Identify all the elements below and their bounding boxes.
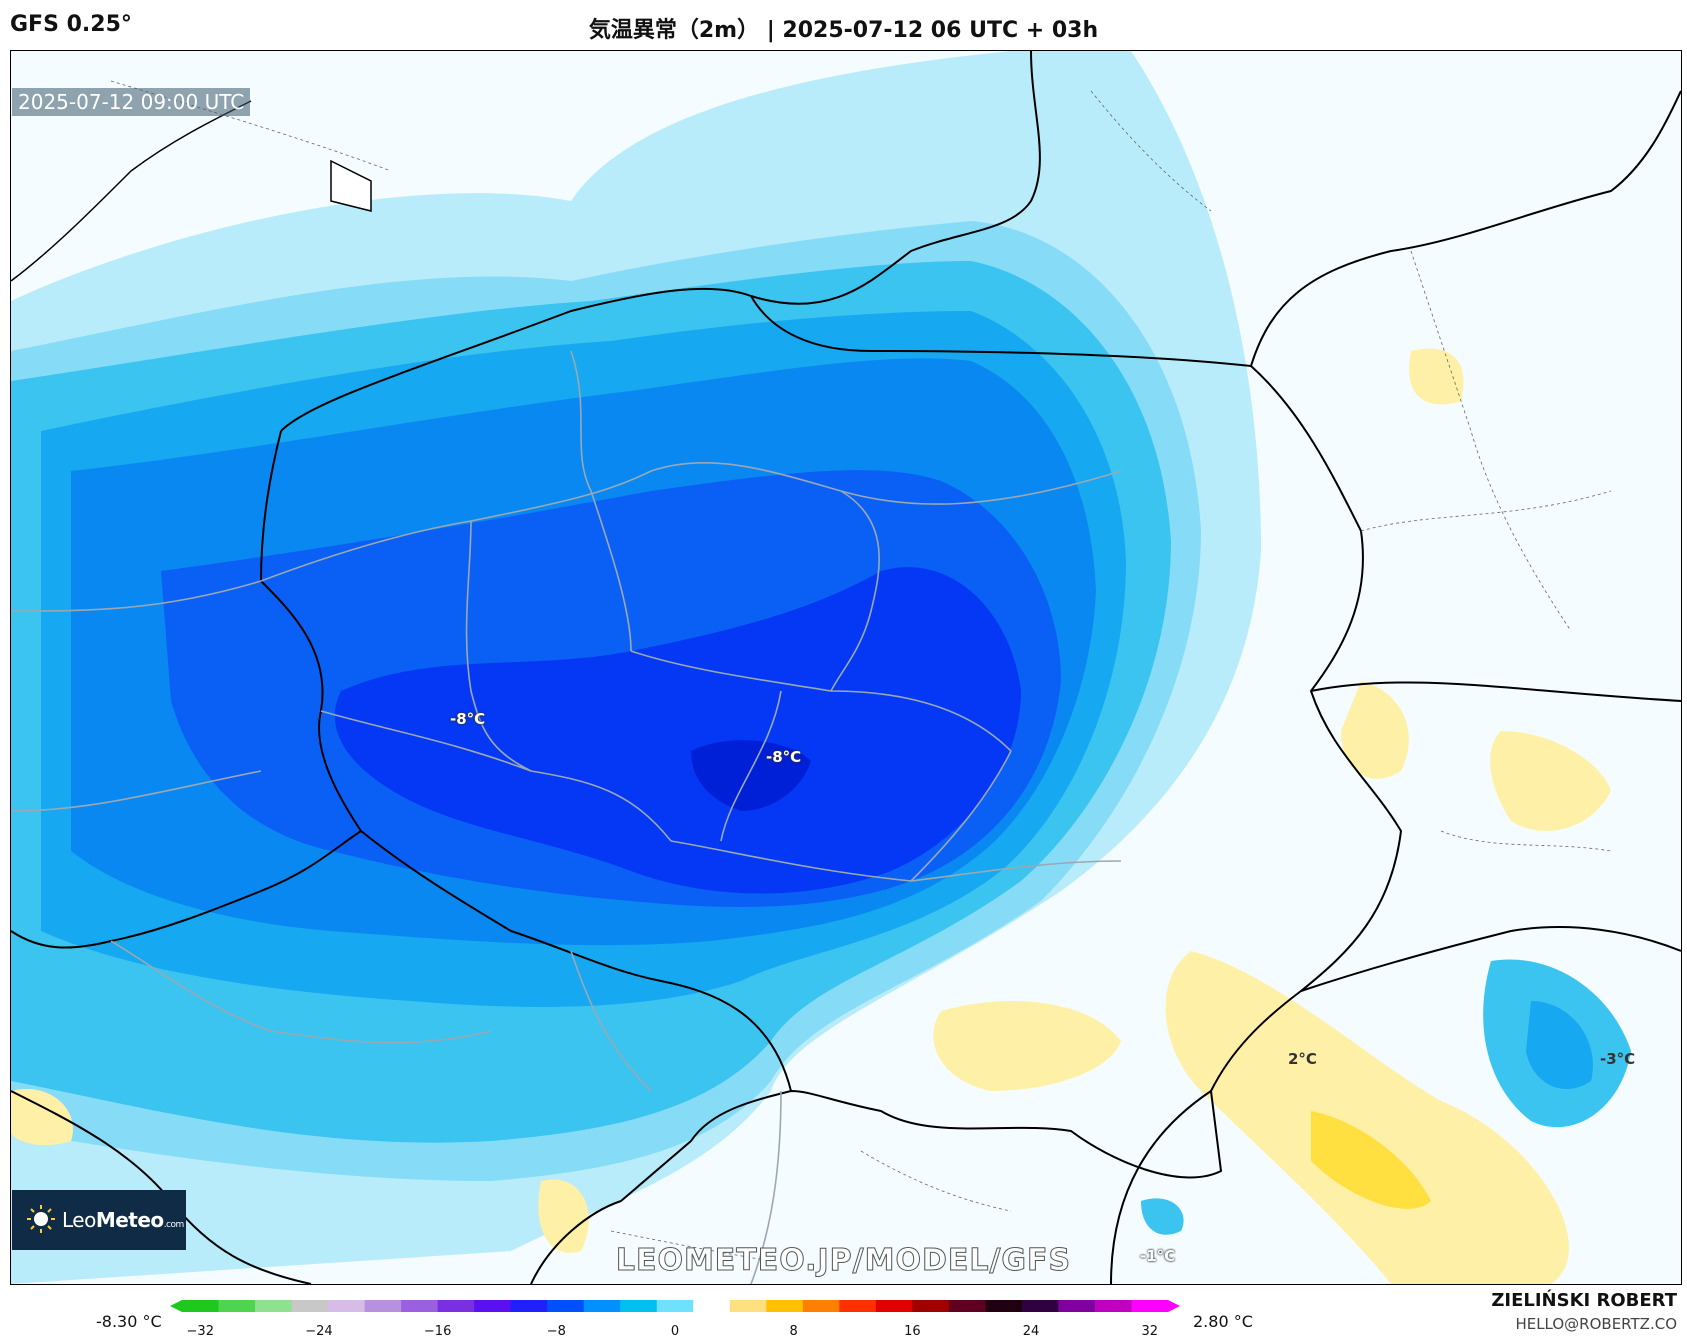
colorbar-tick-label: −24 <box>305 1324 333 1339</box>
colorbar-segment <box>1094 1300 1132 1312</box>
colorbar-tick-label: −16 <box>423 1324 452 1339</box>
colorbar-segment <box>401 1300 439 1312</box>
colorbar-segment <box>656 1300 694 1312</box>
contour-label: -1°C <box>1140 1247 1176 1265</box>
colorbar-tick-label: 8 <box>789 1324 798 1339</box>
leometeo-logo[interactable]: LeoMeteo.com <box>12 1190 186 1250</box>
map-canvas <box>11 51 1681 1284</box>
colorbar-segment <box>1021 1300 1059 1312</box>
colorbar-segment <box>547 1300 585 1312</box>
contour-label: 2°C <box>1288 1050 1317 1068</box>
colorbar-segment <box>875 1300 913 1312</box>
colorbar-segment <box>620 1300 658 1312</box>
author-name: ZIELIŃSKI ROBERT <box>1491 1290 1677 1311</box>
model-name: GFS 0.25° <box>10 12 132 37</box>
temperature-anomaly-map[interactable] <box>10 50 1682 1285</box>
logo-text: LeoMeteo.com <box>62 1208 184 1232</box>
contour-label: -8°C <box>766 748 802 766</box>
colorbar-max-arrow <box>1168 1300 1180 1312</box>
colorbar-segment <box>474 1300 512 1312</box>
colorbar-segment <box>948 1300 986 1312</box>
colorbar-segment <box>985 1300 1023 1312</box>
colorbar <box>170 1300 1180 1312</box>
watermark: LEOMETEO.JP/MODEL/GFS <box>615 1243 1072 1279</box>
header: GFS 0.25° 気温異常（2m） | 2025-07-12 06 UTC +… <box>0 0 1687 50</box>
colorbar-segment <box>255 1300 293 1312</box>
color-legend: -8.30 °C −32 −24 −16 −8 0 8 16 24 32 2.80 °C <box>0 1290 1687 1339</box>
colorbar-segment <box>729 1300 767 1312</box>
colorbar-segment <box>437 1300 475 1312</box>
colorbar-segment <box>766 1300 804 1312</box>
colorbar-tick-label: 16 <box>904 1324 921 1339</box>
sun-icon <box>27 1205 55 1233</box>
map-title: 気温異常（2m） | 2025-07-12 06 UTC + 03h <box>588 18 1099 43</box>
colorbar-segment <box>912 1300 950 1312</box>
colorbar-tick-label: −32 <box>186 1324 214 1339</box>
colorbar-segment <box>693 1300 731 1312</box>
colorbar-segment <box>364 1300 402 1312</box>
author-email[interactable]: HELLO@ROBERTZ.CO <box>1515 1315 1677 1333</box>
colorbar-segment <box>182 1300 220 1312</box>
colorbar-segment <box>328 1300 366 1312</box>
colorbar-segment <box>1131 1300 1169 1312</box>
colorbar-tick-label: 24 <box>1022 1324 1040 1339</box>
colorbar-segment <box>510 1300 548 1312</box>
legend-max-label: 2.80 °C <box>1193 1312 1253 1331</box>
colorbar-segment <box>291 1300 329 1312</box>
colorbar-segment <box>583 1300 621 1312</box>
valid-time-badge: 2025-07-12 09:00 UTC <box>12 88 251 116</box>
colorbar-tick-label: 0 <box>670 1324 680 1339</box>
colorbar-tick-label: 32 <box>1141 1324 1159 1339</box>
contour-label: -8°C <box>450 710 486 728</box>
author-block: ZIELIŃSKI ROBERT HELLO@ROBERTZ.CO <box>1491 1290 1677 1333</box>
colorbar-segment <box>1058 1300 1096 1312</box>
colorbar-segment <box>839 1300 877 1312</box>
colorbar-tick-label: −8 <box>546 1324 566 1339</box>
colorbar-min-arrow <box>170 1300 182 1312</box>
colorbar-segment <box>218 1300 256 1312</box>
contour-label: -3°C <box>1600 1050 1636 1068</box>
legend-min-label: -8.30 °C <box>96 1312 162 1331</box>
colorbar-segment <box>802 1300 840 1312</box>
